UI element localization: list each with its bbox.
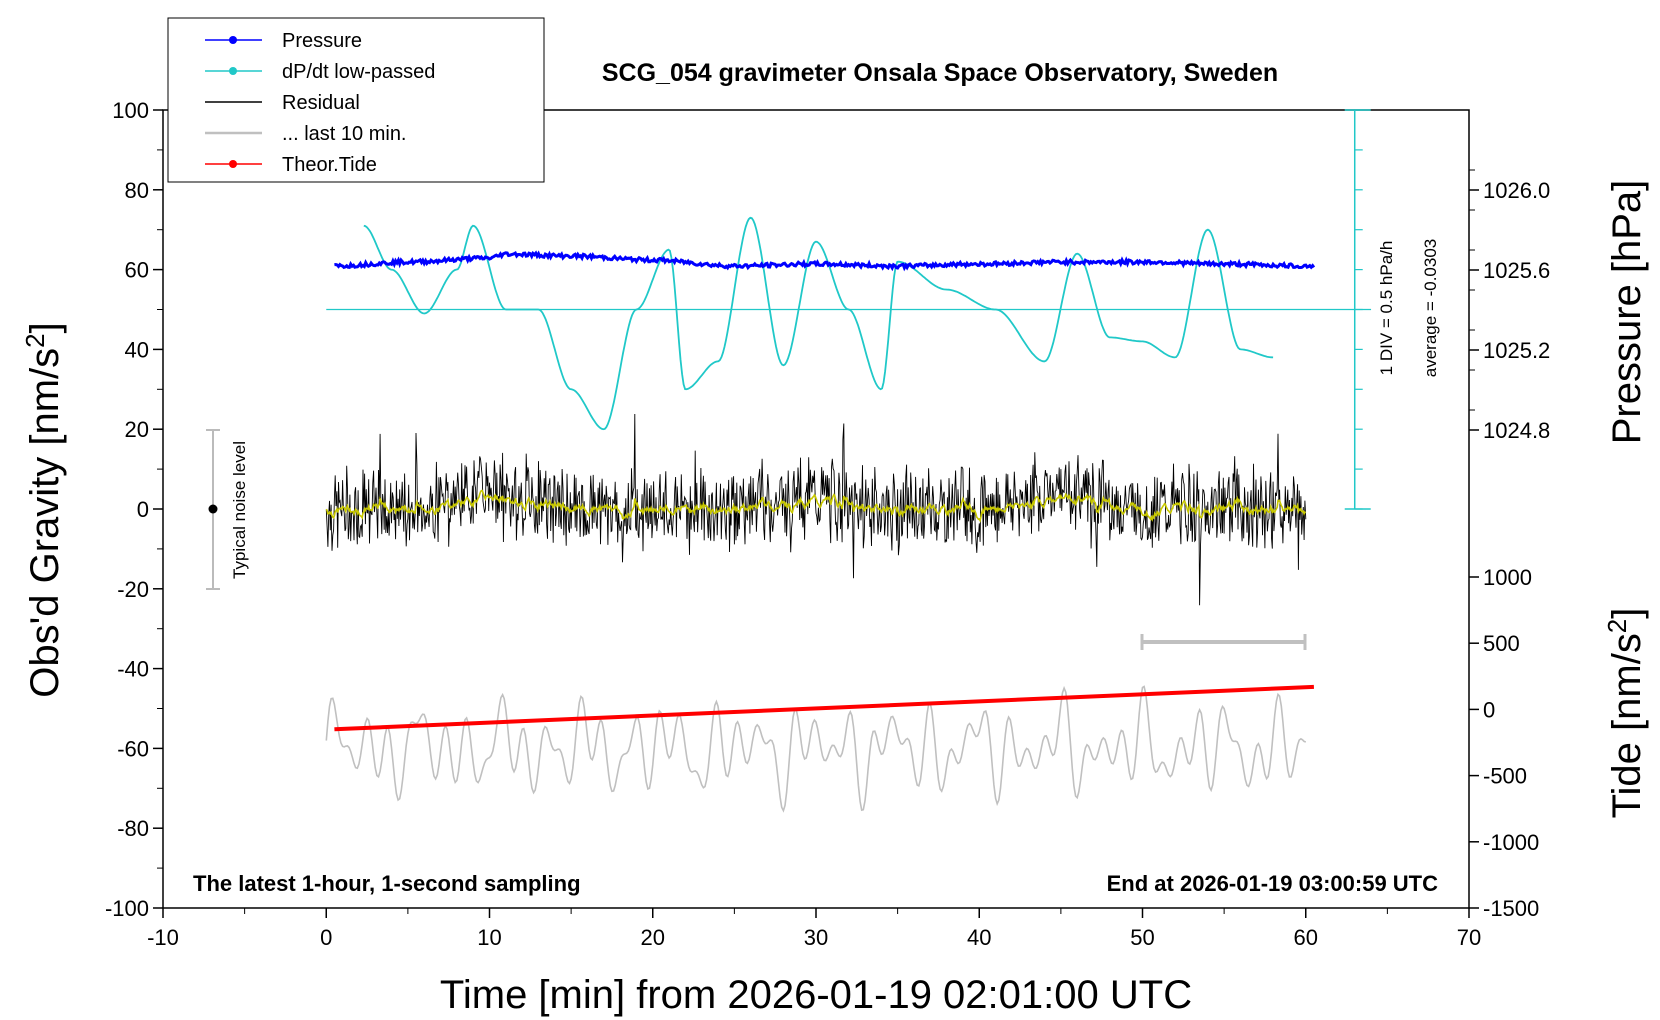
y-tide-tick-label: -500: [1483, 764, 1527, 789]
y-right-pressure-ticks: 1026.0 1025.6 1025.2 1024.8: [1469, 169, 1550, 443]
y-left-tick-label: -40: [117, 657, 149, 682]
x-tick-label: 30: [804, 925, 828, 950]
noise-level-label: Typical noise level: [230, 441, 249, 579]
tide-series: [334, 684, 1314, 732]
y-left-tick-label: 60: [125, 258, 149, 283]
y-right-tide-ticks: 1000 500 0 -500 -1000 -1500: [1469, 565, 1539, 921]
y-pressure-tick-label: 1025.2: [1483, 338, 1550, 363]
legend-label: dP/dt low-passed: [282, 61, 435, 83]
y-right-pressure-label: Pressure [hPa]: [1605, 180, 1649, 445]
y-left-tick-label: 100: [112, 98, 149, 123]
div-label: 1 DIV = 0.5 hPa/h: [1377, 241, 1396, 376]
y-left-tick-label: -60: [117, 736, 149, 761]
y-left-tick-label: 0: [137, 497, 149, 522]
footer-left: The latest 1-hour, 1-second sampling: [193, 871, 581, 896]
legend-box: [167, 17, 545, 183]
legend-label: Residual: [282, 92, 360, 114]
y-pressure-tick-label: 1024.8: [1483, 418, 1550, 443]
legend-label: Pressure: [282, 30, 362, 52]
x-tick-label: 70: [1457, 925, 1481, 950]
dpdt-series: [363, 216, 1274, 431]
legend-marker: [229, 67, 237, 75]
y-left-tick-label: -20: [117, 577, 149, 602]
legend-marker: [229, 160, 237, 168]
x-tick-label: 40: [967, 925, 991, 950]
y-left-tick-label: 20: [125, 417, 149, 442]
pressure-series: [334, 250, 1316, 272]
y-tide-tick-label: -1000: [1483, 830, 1539, 855]
series-group: [325, 216, 1316, 813]
footer-right: End at 2026-01-19 03:00:59 UTC: [1107, 871, 1438, 896]
x-tick-label: 20: [641, 925, 665, 950]
x-axis-label: Time [min] from 2026-01-19 02:01:00 UTC: [440, 973, 1192, 1017]
noise-level-marker: Typical noise level: [206, 429, 249, 590]
x-axis-ticks: -10 0 10 20 30 40 50 60 70: [147, 908, 1481, 950]
chart-title: SCG_054 gravimeter Onsala Space Observat…: [602, 59, 1278, 87]
y-tide-tick-label: 1000: [1483, 565, 1532, 590]
last10-series: [325, 685, 1307, 813]
y-left-tick-label: 40: [125, 337, 149, 362]
legend-label: ... last 10 min.: [282, 123, 407, 145]
legend-marker: [229, 36, 237, 44]
y-pressure-tick-label: 1025.6: [1483, 258, 1550, 283]
x-tick-label: 60: [1294, 925, 1318, 950]
y-left-tick-label: -100: [105, 896, 149, 921]
legend: Pressure dP/dt low-passed Residual ... last…: [167, 17, 545, 183]
y-tide-tick-label: 0: [1483, 697, 1495, 722]
y-tide-tick-label: -1500: [1483, 896, 1539, 921]
legend-label: Theor.Tide: [282, 154, 377, 176]
y-left-tick-label: -80: [117, 816, 149, 841]
y-pressure-tick-label: 1026.0: [1483, 178, 1550, 203]
residual-series: [325, 413, 1307, 606]
x-tick-label: 50: [1130, 925, 1154, 950]
average-label: average = -0.0303: [1421, 239, 1440, 377]
x-tick-label: -10: [147, 925, 179, 950]
x-tick-label: 10: [477, 925, 501, 950]
y-left-tick-label: 80: [125, 178, 149, 203]
last10-span-marker: [1140, 634, 1307, 650]
x-tick-label: 0: [320, 925, 332, 950]
y-tide-tick-label: 500: [1483, 631, 1520, 656]
y-left-ticks: 100 80 60 40 20 0 -20 -40 -60 -80 -100: [105, 98, 163, 921]
y-left-axis-label: Obs'd Gravity [nm/s2]: [20, 322, 67, 698]
residual-smoothed-series: [325, 489, 1307, 523]
y-right-tide-label: Tide [nm/s2]: [1602, 608, 1649, 819]
